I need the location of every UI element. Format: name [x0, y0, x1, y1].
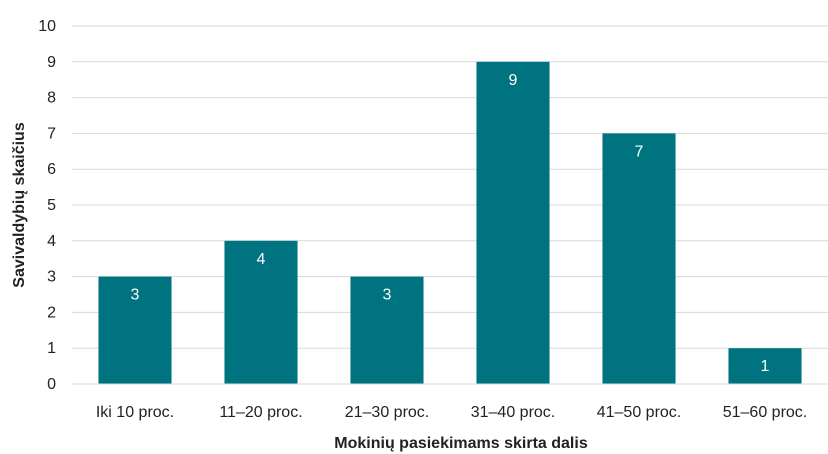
data-label: 3 [383, 287, 392, 304]
bar [350, 276, 424, 384]
bar [602, 133, 676, 384]
y-axis-title: Savivaldybių skaičius [11, 122, 28, 288]
y-tick-label: 7 [47, 125, 56, 142]
y-tick-label: 10 [38, 18, 56, 35]
bar [476, 61, 550, 385]
data-label: 9 [509, 72, 518, 89]
x-tick-label: 31–40 proc. [471, 404, 556, 421]
y-tick-label: 4 [47, 233, 56, 250]
data-label: 7 [635, 143, 644, 160]
x-tick-label: 41–50 proc. [597, 404, 682, 421]
x-tick-label: 21–30 proc. [345, 404, 430, 421]
y-axis-ticks: 0 1 2 3 4 5 6 7 8 9 10 [38, 18, 56, 393]
y-tick-label: 9 [47, 54, 56, 71]
bar [728, 348, 802, 384]
data-label: 1 [761, 358, 770, 375]
x-axis-title: Mokinių pasiekimams skirta dalis [334, 435, 588, 452]
y-tick-label: 5 [47, 197, 56, 214]
y-tick-label: 2 [47, 304, 56, 321]
x-tick-label: 51–60 proc. [723, 404, 808, 421]
y-tick-label: 0 [47, 376, 56, 393]
x-tick-label: 11–20 proc. [219, 404, 302, 421]
x-axis-ticks: Iki 10 proc. 11–20 proc. 21–30 proc. 31–40 … [96, 404, 807, 421]
data-labels: 3 4 3 9 7 1 [131, 72, 770, 375]
y-tick-label: 8 [47, 90, 56, 107]
y-tick-label: 1 [47, 340, 56, 357]
bar [224, 240, 298, 384]
data-label: 3 [131, 287, 140, 304]
bars [98, 61, 802, 385]
gridlines [72, 25, 828, 349]
data-label: 4 [257, 251, 266, 268]
y-tick-label: 3 [47, 269, 56, 286]
bar [98, 276, 172, 384]
x-tick-label: Iki 10 proc. [96, 404, 174, 421]
y-tick-label: 6 [47, 161, 56, 178]
